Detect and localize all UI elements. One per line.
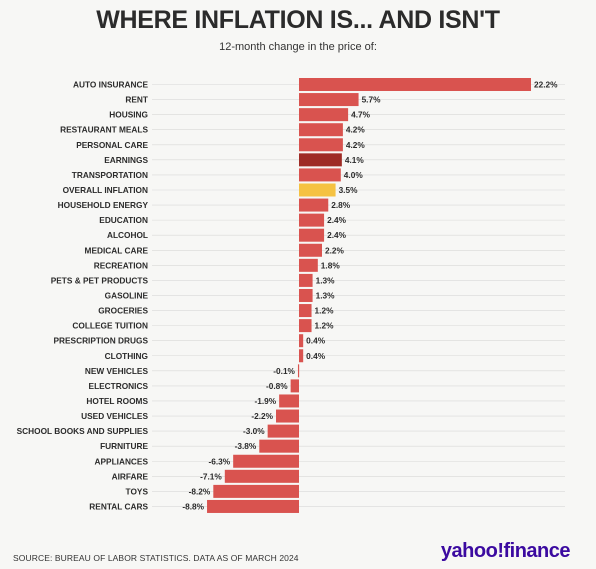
source-note: SOURCE: BUREAU OF LABOR STATISTICS. DATA… (13, 553, 299, 563)
bar (299, 78, 531, 91)
value-label: 4.7% (351, 110, 371, 120)
bar (299, 93, 359, 107)
category-label: MEDICAL CARE (85, 245, 149, 255)
value-label: -0.8% (266, 381, 288, 391)
value-label: 2.2% (325, 245, 345, 255)
value-label: 4.1% (345, 155, 365, 165)
bar (299, 243, 322, 257)
bar (299, 213, 325, 227)
category-label: RESTAURANT MEALS (60, 125, 148, 135)
bar (299, 123, 343, 137)
value-label: 4.0% (344, 170, 364, 180)
value-label: 0.4% (306, 351, 326, 361)
category-label: HOUSING (109, 110, 148, 120)
bar (299, 168, 341, 182)
category-label: FURNITURE (100, 441, 148, 451)
category-label: GASOLINE (105, 290, 149, 300)
value-label: 2.4% (327, 215, 347, 225)
bar (207, 499, 299, 513)
value-label: 1.3% (316, 275, 336, 285)
category-label: HOTEL ROOMS (86, 396, 148, 406)
category-label: TRANSPORTATION (72, 170, 148, 180)
chart-title: WHERE INFLATION IS... AND ISN'T (96, 6, 500, 34)
bar (299, 349, 304, 363)
value-label: 5.7% (362, 95, 382, 105)
value-label: 0.4% (306, 336, 326, 346)
category-label: USED VEHICLES (81, 411, 148, 421)
bar (299, 198, 329, 212)
value-label: 4.2% (346, 125, 366, 135)
bar (276, 409, 299, 423)
bar (299, 153, 342, 167)
category-label: APPLIANCES (95, 456, 149, 466)
category-label: RENT (125, 95, 148, 105)
value-label: 1.8% (321, 260, 341, 270)
bar (267, 424, 299, 438)
bar (233, 454, 299, 468)
category-label: ALCOHOL (107, 230, 148, 240)
category-label: TOYS (126, 486, 149, 496)
category-label: EARNINGS (104, 155, 148, 165)
category-label: EDUCATION (99, 215, 148, 225)
category-label: NEW VEHICLES (85, 366, 149, 376)
bar (299, 183, 336, 197)
value-label: 22.2% (534, 80, 558, 90)
yahoo-finance-logo: yahoo!finance (440, 540, 571, 562)
value-label: 1.2% (315, 306, 335, 316)
value-label: -8.8% (182, 501, 204, 511)
bar-chart: AUTO INSURANCE 22.2% RENT 5.7% HOUSING 4.7% RE… (17, 78, 565, 513)
value-label: 1.2% (315, 321, 335, 331)
bar (299, 228, 325, 242)
value-label: -3.0% (243, 426, 265, 436)
category-label: PRESCRIPTION DRUGS (53, 336, 148, 346)
category-label: RECREATION (94, 260, 148, 270)
value-label: -8.2% (189, 486, 211, 496)
value-label: 3.5% (339, 185, 359, 195)
category-label: ELECTRONICS (89, 381, 149, 391)
category-label: PETS & PET PRODUCTS (51, 275, 149, 285)
value-label: 2.8% (331, 200, 351, 210)
category-label: OVERALL INFLATION (63, 185, 148, 195)
category-label: COLLEGE TUITION (72, 321, 148, 331)
value-label: -0.1% (273, 366, 295, 376)
category-label: AIRFARE (112, 471, 149, 481)
bar (279, 394, 299, 408)
value-label: -7.1% (200, 471, 222, 481)
bar (299, 108, 349, 122)
bar (299, 334, 304, 348)
bar (299, 258, 318, 272)
value-label: -1.9% (254, 396, 276, 406)
bar (299, 288, 313, 302)
bar (297, 364, 300, 378)
bar (290, 379, 299, 393)
bar (299, 304, 312, 318)
chart-subtitle: 12-month change in the price of: (219, 41, 377, 53)
value-label: 2.4% (327, 230, 347, 240)
category-label: RENTAL CARS (89, 501, 148, 511)
value-label: -3.8% (235, 441, 257, 451)
category-label: CLOTHING (105, 351, 148, 361)
bar (224, 469, 299, 483)
category-label: PERSONAL CARE (76, 140, 148, 150)
category-label: SCHOOL BOOKS AND SUPPLIES (17, 426, 149, 436)
bar (299, 273, 313, 287)
value-label: -6.3% (208, 456, 230, 466)
bar (213, 484, 299, 498)
value-label: 1.3% (316, 290, 336, 300)
value-label: 4.2% (346, 140, 366, 150)
bar (299, 138, 343, 152)
bar (259, 439, 299, 453)
category-label: HOUSEHOLD ENERGY (58, 200, 149, 210)
value-label: -2.2% (251, 411, 273, 421)
bar (299, 319, 312, 333)
category-label: GROCERIES (98, 306, 148, 316)
category-label: AUTO INSURANCE (73, 80, 148, 90)
